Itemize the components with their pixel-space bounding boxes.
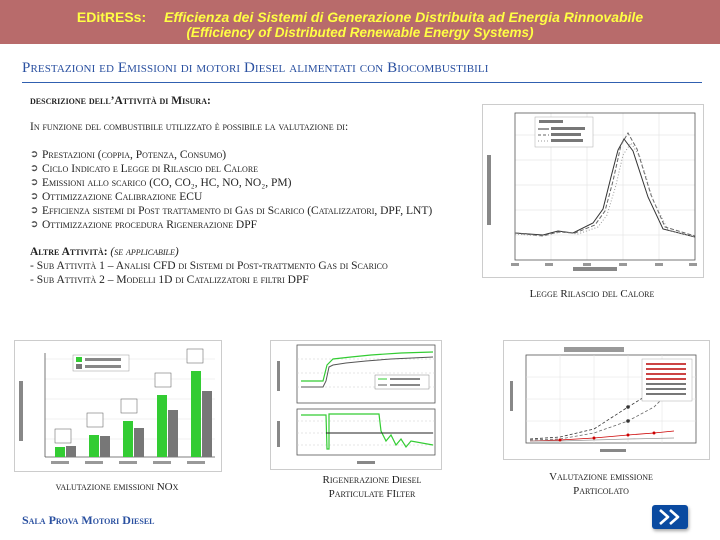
page-title: Prestazioni ed Emissioni di motori Diese… [22,60,489,76]
dpf-caption: Rigenerazione Diesel Particulate FIlter [322,474,422,500]
heat-release-plot [487,112,697,271]
section-heading: descrizione dell’Attività di Misura: [30,95,211,107]
other-heading: Altre Attività: [30,246,108,258]
arrow-bullet-icon: ➲ [30,149,39,160]
activity-description: descrizione dell’Attività di Misura: In … [30,94,460,287]
dpf-regeneration-figure [270,340,442,470]
list-item: ➲ Ottimizzazione procedura Rigenerazione … [30,219,258,231]
list-item: ➲ Efficienza sistemi di Post trattamento … [30,205,433,217]
arrow-bullet-icon: ➲ [30,163,39,174]
nox-caption: valutazione emissioni NOx [55,481,179,493]
pm-emission-figure [503,340,710,460]
heat-release-caption: Legge Rilascio del Calore [529,288,655,300]
measurement-list: ➲ Prestazioni (coppia, Potenza, Consumo) … [30,148,460,232]
other-activities: Altre Attività: (se applicabile) - Sub A… [30,245,460,287]
header-banner: EDitRESs: Efficienza dei Sistemi di Gener… [0,0,720,44]
sub-activity-1: - Sub Attività 1 – Analisi CFD di Sistem… [30,260,388,272]
list-item: ➲ Prestazioni (coppia, Potenza, Consumo) [30,149,227,161]
other-note: (se applicabile) [110,246,179,258]
arrow-bullet-icon: ➲ [30,177,39,188]
banner-tag: EDitRESs: [76,9,147,25]
nox-bar-plot [19,348,215,464]
banner-title: Efficienza dei Sistemi di Generazione Di… [164,9,644,25]
banner-line-1: EDitRESs: Efficienza dei Sistemi di Gener… [0,9,720,25]
list-item: ➲ Ottimizzazione Calibrazione ECU [30,191,203,203]
pm-caption: Valutazione emissione Particolato [549,471,653,497]
footer-title: Sala Prova Motori Diesel [22,513,155,527]
intro-text: In funzione del combustibile utilizzato … [30,121,349,133]
heat-release-figure [482,104,704,278]
pm-emission-plot [510,347,697,452]
arrow-bullet-icon: ➲ [30,191,39,202]
chevron-right-icon [659,509,680,525]
next-slide-button[interactable] [652,505,688,529]
list-item: ➲ Emissioni allo scarico (CO, CO₂, HC, NO… [30,177,292,189]
nox-figure [14,340,222,472]
dpf-regeneration-plot [277,344,436,464]
banner-subtitle: (Efficiency of Distributed Renewable Ene… [186,25,534,40]
arrow-bullet-icon: ➲ [30,205,39,216]
arrow-bullet-icon: ➲ [30,219,39,230]
title-divider [22,82,702,83]
sub-activity-2: - Sub Attività 2 – Modelli 1D di Cataliz… [30,274,309,286]
list-item: ➲ Ciclo Indicato e Legge di Rilascio del … [30,163,259,175]
